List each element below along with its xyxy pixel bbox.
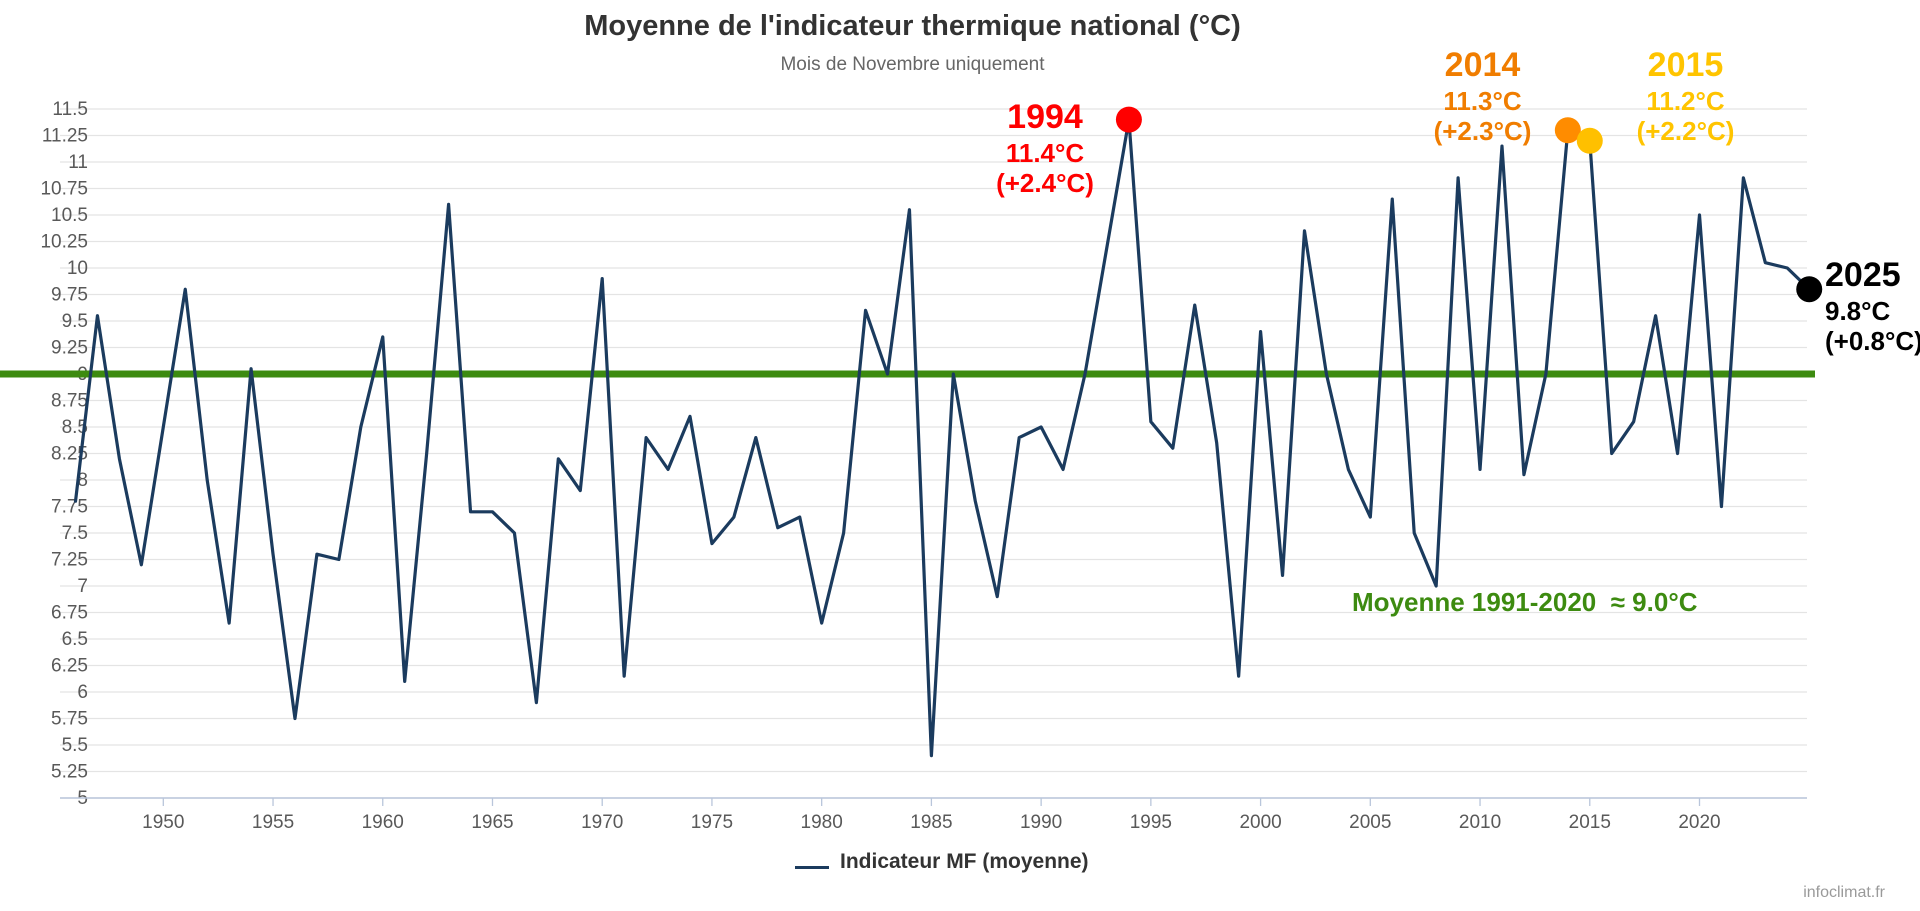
svg-text:2020: 2020	[1678, 812, 1720, 833]
svg-text:1960: 1960	[362, 812, 404, 833]
svg-text:7.25: 7.25	[51, 550, 88, 571]
svg-text:10.5: 10.5	[51, 205, 88, 226]
svg-text:5.25: 5.25	[51, 762, 88, 783]
svg-text:1980: 1980	[801, 812, 843, 833]
svg-text:1970: 1970	[581, 812, 623, 833]
svg-text:6: 6	[77, 682, 88, 703]
svg-text:6.75: 6.75	[51, 603, 88, 624]
svg-text:6.25: 6.25	[51, 656, 88, 677]
svg-text:1965: 1965	[471, 812, 513, 833]
svg-text:9.75: 9.75	[51, 285, 88, 306]
svg-text:5.75: 5.75	[51, 709, 88, 730]
svg-text:1990: 1990	[1020, 812, 1062, 833]
svg-text:10.25: 10.25	[40, 232, 88, 253]
svg-text:8.75: 8.75	[51, 391, 88, 412]
svg-text:1950: 1950	[142, 812, 184, 833]
svg-text:1985: 1985	[910, 812, 952, 833]
svg-text:1995: 1995	[1130, 812, 1172, 833]
svg-text:2015: 2015	[1569, 812, 1611, 833]
svg-text:9.5: 9.5	[62, 311, 88, 332]
svg-text:2010: 2010	[1459, 812, 1501, 833]
svg-text:7.5: 7.5	[62, 523, 88, 544]
svg-text:7.75: 7.75	[51, 497, 88, 518]
svg-text:5.5: 5.5	[62, 735, 88, 756]
svg-text:9.25: 9.25	[51, 338, 88, 359]
svg-text:2000: 2000	[1239, 812, 1281, 833]
svg-text:11: 11	[68, 152, 88, 173]
svg-text:6.5: 6.5	[62, 629, 88, 650]
svg-text:1955: 1955	[252, 812, 294, 833]
svg-text:10: 10	[67, 258, 88, 279]
svg-text:7: 7	[77, 576, 88, 597]
svg-text:10.75: 10.75	[40, 179, 88, 200]
svg-text:2005: 2005	[1349, 812, 1391, 833]
svg-text:1975: 1975	[691, 812, 733, 833]
svg-text:11.25: 11.25	[42, 126, 88, 147]
svg-text:11.5: 11.5	[52, 99, 88, 120]
